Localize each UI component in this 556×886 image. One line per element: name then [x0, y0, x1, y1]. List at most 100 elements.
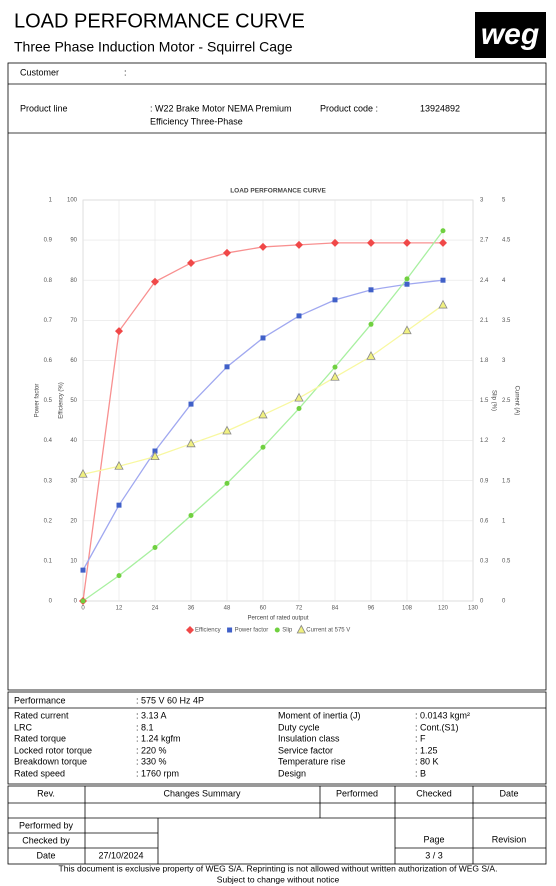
product-code-label: Product code :: [320, 103, 378, 113]
subtitle: Three Phase Induction Motor - Squirrel C…: [14, 39, 293, 55]
product-code-value: 13924892: [420, 103, 460, 113]
footer: This document is exclusive property of W…: [59, 863, 498, 873]
marker: [115, 327, 123, 336]
y-tick-label: 0: [74, 599, 78, 605]
y-tick-label: 4.5: [502, 238, 511, 244]
marker: [331, 238, 339, 247]
performance-frame: [7, 691, 547, 785]
marker: [368, 287, 374, 293]
marker: [80, 567, 86, 573]
marker: [404, 276, 410, 282]
spec-label: Breakdown torque: [14, 756, 87, 766]
y-tick-label: 2.4: [480, 278, 489, 284]
y-tick-label: 0.4: [44, 438, 53, 444]
rev-header: Date: [499, 788, 518, 798]
spec-label: Design: [278, 768, 306, 778]
y-tick-label: 50: [70, 398, 77, 404]
rev-header: Rev.: [37, 788, 55, 798]
marker: [330, 371, 340, 381]
legend-marker: [186, 626, 194, 634]
spec-label: Service factor: [278, 745, 333, 755]
spec-value: : 0.0143 kgm²: [415, 710, 470, 720]
y-tick-label: 2: [502, 438, 506, 444]
product-line-label: Product line: [20, 103, 68, 113]
marker: [114, 460, 124, 470]
marker: [187, 258, 195, 267]
marker: [260, 335, 266, 341]
marker: [402, 325, 412, 335]
marker: [294, 392, 304, 402]
legend-label: Current at 575 V: [306, 628, 350, 634]
logo-box: [475, 12, 546, 58]
marker: [224, 480, 230, 486]
legend-marker: [227, 627, 233, 633]
y-tick-label: 4: [502, 278, 506, 284]
marker: [151, 277, 159, 286]
y-tick-label: 3: [502, 358, 506, 364]
product-line-value: : W22 Brake Motor NEMA Premium: [150, 103, 292, 113]
page-label: Page: [423, 834, 444, 844]
y-tick-label: 0.5: [502, 558, 511, 564]
x-tick-label: 72: [296, 606, 303, 612]
x-tick-label: 96: [368, 606, 375, 612]
legend-label: Power factor: [235, 628, 269, 634]
marker: [366, 351, 376, 360]
y-tick-label: 0.9: [480, 478, 489, 484]
customer-sep: :: [124, 67, 127, 77]
spec-label: Locked rotor torque: [14, 745, 92, 755]
product-line-value: Efficiency Three-Phase: [150, 116, 243, 126]
x-tick-label: 24: [152, 606, 159, 612]
y-tick-label: 0: [49, 599, 53, 605]
y-axis-label: Current (A): [513, 386, 519, 416]
marker: [295, 240, 303, 249]
marker: [223, 248, 231, 257]
spec-label: Duty cycle: [278, 722, 320, 732]
y-tick-label: 0.3: [44, 478, 53, 484]
y-tick-label: 70: [70, 318, 77, 324]
marker: [152, 448, 158, 454]
checked-by: Checked by: [22, 835, 70, 845]
spec-label: Temperature rise: [278, 756, 346, 766]
rev-header: Changes Summary: [163, 788, 241, 798]
spec-value: : Cont.(S1): [415, 722, 459, 732]
chart: LOAD PERFORMANCE CURVE Percent of rated …: [35, 188, 519, 634]
legend-marker: [274, 627, 280, 633]
performance-label: Performance: [14, 695, 66, 705]
marker: [368, 321, 374, 327]
y-tick-label: 1: [49, 198, 53, 204]
y-tick-label: 0.8: [44, 278, 53, 284]
marker: [296, 406, 302, 412]
x-tick-label: 130: [468, 606, 479, 612]
title: LOAD PERFORMANCE CURVE: [14, 10, 305, 32]
marker: [116, 502, 122, 508]
revision-frame: [7, 785, 547, 865]
marker: [152, 545, 158, 551]
y-tick-label: 80: [70, 278, 77, 284]
date-label: Date: [36, 850, 55, 860]
x-tick-label: 36: [188, 606, 195, 612]
marker: [188, 512, 194, 518]
y-tick-label: 0.2: [44, 518, 53, 524]
page: 3 / 3: [425, 850, 443, 860]
legend-label: Efficiency: [195, 628, 221, 634]
y-tick-label: 0.5: [44, 398, 53, 404]
y-tick-label: 2.7: [480, 238, 489, 244]
marker: [367, 238, 375, 247]
x-tick-label: 48: [224, 606, 231, 612]
customer-label: Customer: [20, 67, 59, 77]
y-tick-label: 0.6: [480, 518, 489, 524]
y-tick-label: 30: [70, 478, 77, 484]
x-tick-label: 12: [116, 606, 123, 612]
y-tick-label: 0: [502, 599, 506, 605]
revision-label: Revision: [492, 834, 527, 844]
marker: [258, 409, 268, 419]
y-tick-label: 0.1: [44, 558, 53, 564]
spec-value: : F: [415, 733, 426, 743]
spec-label: LRC: [14, 722, 33, 732]
marker: [222, 425, 232, 435]
x-tick-label: 120: [438, 606, 449, 612]
rev-header: Checked: [416, 788, 452, 798]
marker: [403, 238, 411, 247]
marker: [296, 313, 302, 319]
